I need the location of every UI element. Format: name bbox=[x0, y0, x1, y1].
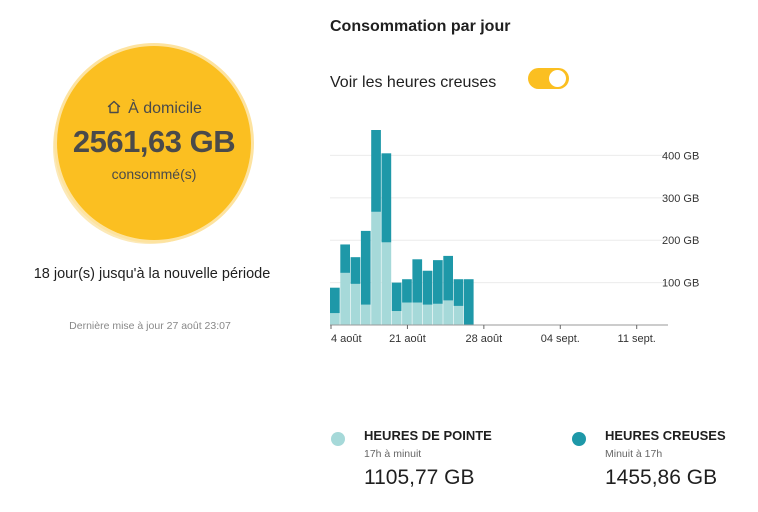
x-tick-label: 11 sept. bbox=[618, 333, 656, 345]
bar-offpeak bbox=[371, 130, 381, 212]
daily-consumption-chart: 400 GB 300 GB 200 GB 100 GB 4 août 21 août 28 … bbox=[328, 130, 699, 350]
y-tick-label: 100 GB bbox=[662, 278, 699, 290]
bar-peak bbox=[412, 302, 423, 325]
usage-circle: À domicile 2561,63 GB consommé(s) bbox=[57, 46, 251, 240]
legend-offpeak-subtitle: Minuit à 17h bbox=[605, 448, 663, 460]
x-tick-label: 4 août bbox=[331, 333, 362, 345]
bar-offpeak bbox=[402, 279, 412, 303]
bar-offpeak bbox=[433, 260, 443, 304]
bar-offpeak bbox=[463, 279, 474, 325]
peak-color-dot bbox=[331, 432, 345, 446]
bar-peak bbox=[391, 311, 402, 325]
chart-svg: 400 GB 300 GB 200 GB 100 GB 4 août 21 août 28 … bbox=[330, 130, 699, 345]
legend-offpeak-value: 1455,86 GB bbox=[605, 466, 718, 489]
consumed-label: consommé(s) bbox=[111, 165, 197, 182]
y-tick-label: 200 GB bbox=[662, 235, 699, 247]
bar-offpeak bbox=[443, 255, 453, 301]
bar-offpeak bbox=[340, 244, 350, 273]
bar-offpeak bbox=[412, 259, 423, 303]
legend-peak-value: 1105,77 GB bbox=[364, 466, 475, 489]
x-tick-label: 04 sept. bbox=[541, 333, 580, 345]
x-tick-label: 28 août bbox=[466, 333, 503, 345]
bar-peak bbox=[433, 303, 443, 325]
bar-peak bbox=[360, 304, 371, 325]
offpeak-color-dot bbox=[572, 432, 586, 446]
bar-peak bbox=[340, 272, 350, 325]
legend-peak-subtitle: 17h à minuit bbox=[364, 448, 422, 460]
toggle-knob bbox=[549, 70, 566, 87]
consumption-amount: 2561,63 GB bbox=[72, 123, 236, 159]
bar-peak bbox=[381, 242, 392, 325]
bar-peak bbox=[402, 302, 412, 325]
bar-peak bbox=[330, 313, 340, 325]
x-tick-label: 21 août bbox=[389, 333, 426, 345]
daily-consumption-title: Consommation par jour bbox=[330, 18, 511, 35]
location-label: À domicile bbox=[106, 99, 202, 120]
bar-peak bbox=[453, 305, 464, 325]
offpeak-toggle[interactable] bbox=[528, 68, 569, 89]
home-icon bbox=[106, 99, 122, 120]
bar-peak bbox=[350, 283, 361, 325]
bar-offpeak bbox=[391, 282, 402, 312]
days-left-text: 18 jour(s) jusqu'à la nouvelle période bbox=[33, 266, 271, 282]
y-tick-label: 300 GB bbox=[662, 193, 699, 205]
bar-offpeak bbox=[381, 153, 392, 243]
bar-peak bbox=[371, 211, 381, 325]
bar-peak bbox=[443, 300, 453, 325]
bar-peak bbox=[422, 304, 433, 325]
bar-offpeak bbox=[360, 230, 371, 305]
legend-offpeak-title: HEURES CREUSES bbox=[605, 428, 726, 443]
summary-panel: À domicile 2561,63 GB consommé(s) 18 jou… bbox=[0, 0, 310, 512]
bar-offpeak bbox=[453, 279, 464, 306]
bar-offpeak bbox=[330, 287, 340, 314]
bar-offpeak bbox=[422, 270, 433, 305]
y-tick-label: 400 GB bbox=[662, 150, 699, 162]
location-text: À domicile bbox=[128, 100, 202, 117]
last-update-text: Dernière mise à jour 27 août 23:07 bbox=[69, 320, 231, 332]
offpeak-toggle-label: Voir les heures creuses bbox=[330, 74, 497, 91]
bar-offpeak bbox=[350, 257, 361, 284]
legend-peak-title: HEURES DE POINTE bbox=[364, 428, 492, 443]
